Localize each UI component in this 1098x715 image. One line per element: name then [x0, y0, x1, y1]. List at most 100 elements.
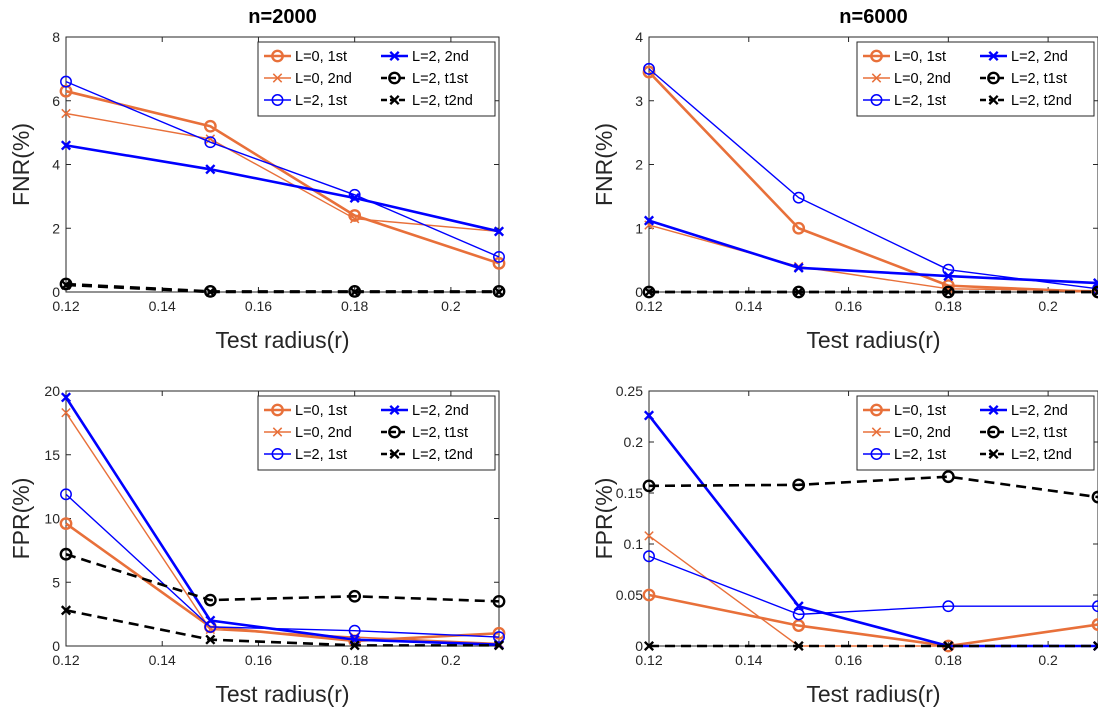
data-point — [61, 108, 71, 119]
data-point — [492, 256, 506, 270]
x-axis-label: Test radius(r) — [806, 681, 940, 707]
data-point — [59, 84, 73, 98]
legend-entry: L=0, 1st — [894, 49, 946, 65]
data-point — [792, 221, 806, 235]
x-tick-label: 0.18 — [935, 298, 962, 314]
y-tick-label: 4 — [635, 29, 643, 45]
legend-swatch-marker — [388, 425, 401, 439]
y-tick-label: 1 — [635, 220, 643, 236]
chart-panel-4: 0.12 0.14 0.16 0.18 0.2 0 0.05 0.1 0.15 0.2 0.25 Te… — [591, 383, 1098, 707]
legend-entry: L=0, 1st — [894, 403, 946, 419]
data-point — [793, 262, 804, 273]
series-line-5 — [648, 475, 1098, 499]
series-line-1 — [648, 71, 1098, 294]
y-tick-label: 0.25 — [616, 383, 643, 399]
legend-entry: L=2, 2nd — [1011, 403, 1068, 419]
legend-swatch-marker — [871, 427, 882, 437]
legend-entry: L=2, t2nd — [1011, 93, 1072, 109]
legend-swatch-marker — [271, 94, 284, 106]
data-point — [205, 615, 216, 626]
series-line-6 — [65, 609, 499, 647]
y-tick-label: 0.15 — [616, 485, 643, 501]
legend-box — [257, 395, 496, 471]
data-point — [493, 640, 505, 651]
legend-entry: L=2, t2nd — [412, 447, 473, 463]
x-tick-label: 0.16 — [835, 652, 862, 668]
y-tick-label: 8 — [52, 29, 60, 45]
legend-swatch-marker — [870, 403, 883, 417]
series-group — [59, 75, 506, 298]
x-tick-label: 0.2 — [1038, 298, 1058, 314]
y-axis-label: FPR(%) — [8, 478, 34, 560]
data-point — [60, 75, 72, 88]
legend-entry: L=2, t1st — [412, 425, 468, 441]
legend-swatch-marker — [988, 50, 999, 62]
legend-swatch-marker — [870, 448, 883, 460]
data-point — [642, 588, 656, 602]
x-tick-label: 0.16 — [835, 298, 862, 314]
y-tick-label: 20 — [44, 383, 60, 399]
data-point — [643, 62, 655, 75]
data-point — [348, 624, 361, 637]
y-tick-label: 0.05 — [616, 587, 643, 603]
data-point — [204, 136, 217, 149]
series-group — [642, 410, 1098, 653]
data-point — [793, 640, 804, 652]
legend-entry: L=2, 2nd — [412, 49, 469, 65]
x-tick-label: 0.2 — [1038, 652, 1058, 668]
legend: L=0, 1st L=2, 2nd L=0, 2nd L=2, t1st L=2, 1s… — [257, 41, 496, 117]
data-point — [349, 286, 360, 298]
chart-title: n=6000 — [839, 6, 907, 28]
y-tick-label: 5 — [52, 574, 60, 590]
data-point — [1092, 600, 1098, 613]
data-point — [348, 589, 362, 603]
x-tick-label: 0.14 — [735, 298, 762, 314]
data-point — [205, 286, 216, 298]
data-point — [1091, 618, 1098, 631]
data-point — [942, 600, 955, 613]
data-point — [203, 593, 217, 607]
x-tick-label: 0.2 — [441, 298, 461, 314]
legend-entry: L=2, 1st — [894, 447, 946, 463]
legend-entry: L=0, 2nd — [894, 425, 951, 441]
data-point — [1092, 286, 1098, 298]
legend: L=0, 1st L=2, 2nd L=0, 2nd L=2, t1st L=2, 1s… — [856, 395, 1095, 471]
data-point — [642, 479, 656, 493]
data-point — [205, 634, 216, 645]
data-point — [644, 531, 654, 541]
y-tick-label: 0 — [635, 638, 643, 654]
legend-entry: L=0, 1st — [295, 49, 347, 65]
y-tick-label: 2 — [52, 220, 60, 236]
data-point — [943, 271, 954, 282]
series-line-1 — [648, 593, 1098, 648]
x-tick-label: 0.12 — [52, 652, 79, 668]
y-tick-label: 6 — [52, 93, 60, 109]
y-axis-label: FPR(%) — [591, 478, 617, 560]
legend-entry: L=2, 1st — [894, 93, 946, 109]
y-tick-label: 3 — [635, 93, 643, 109]
data-point — [792, 619, 806, 632]
chart-panel-3: 0.12 0.14 0.16 0.18 0.2 0 5 10 15 20 Test radius(r… — [8, 383, 506, 707]
legend-swatch-marker — [988, 448, 999, 460]
y-tick-label: 4 — [52, 157, 60, 173]
series-group — [642, 62, 1098, 299]
legend-swatch-marker — [987, 71, 1000, 85]
legend: L=0, 1st L=2, 2nd L=0, 2nd L=2, t1st L=2, 1s… — [257, 395, 496, 471]
legend-entry: L=2, t1st — [1011, 71, 1067, 87]
legend-entry: L=2, 2nd — [412, 403, 469, 419]
x-tick-label: 0.2 — [441, 652, 461, 668]
data-point — [1091, 285, 1098, 299]
x-tick-label: 0.16 — [245, 652, 272, 668]
legend-box — [257, 41, 496, 117]
y-tick-label: 15 — [44, 447, 60, 463]
legend-swatch-marker — [389, 50, 400, 62]
y-tick-label: 0 — [52, 638, 60, 654]
data-point — [61, 407, 71, 418]
data-point — [349, 213, 360, 224]
legend-entry: L=2, t1st — [1011, 425, 1067, 441]
legend-entry: L=2, t2nd — [1011, 447, 1072, 463]
data-point — [493, 631, 505, 644]
legend-swatch-marker — [271, 448, 284, 460]
legend-swatch-marker — [870, 94, 883, 106]
series-line-4 — [648, 219, 1098, 285]
